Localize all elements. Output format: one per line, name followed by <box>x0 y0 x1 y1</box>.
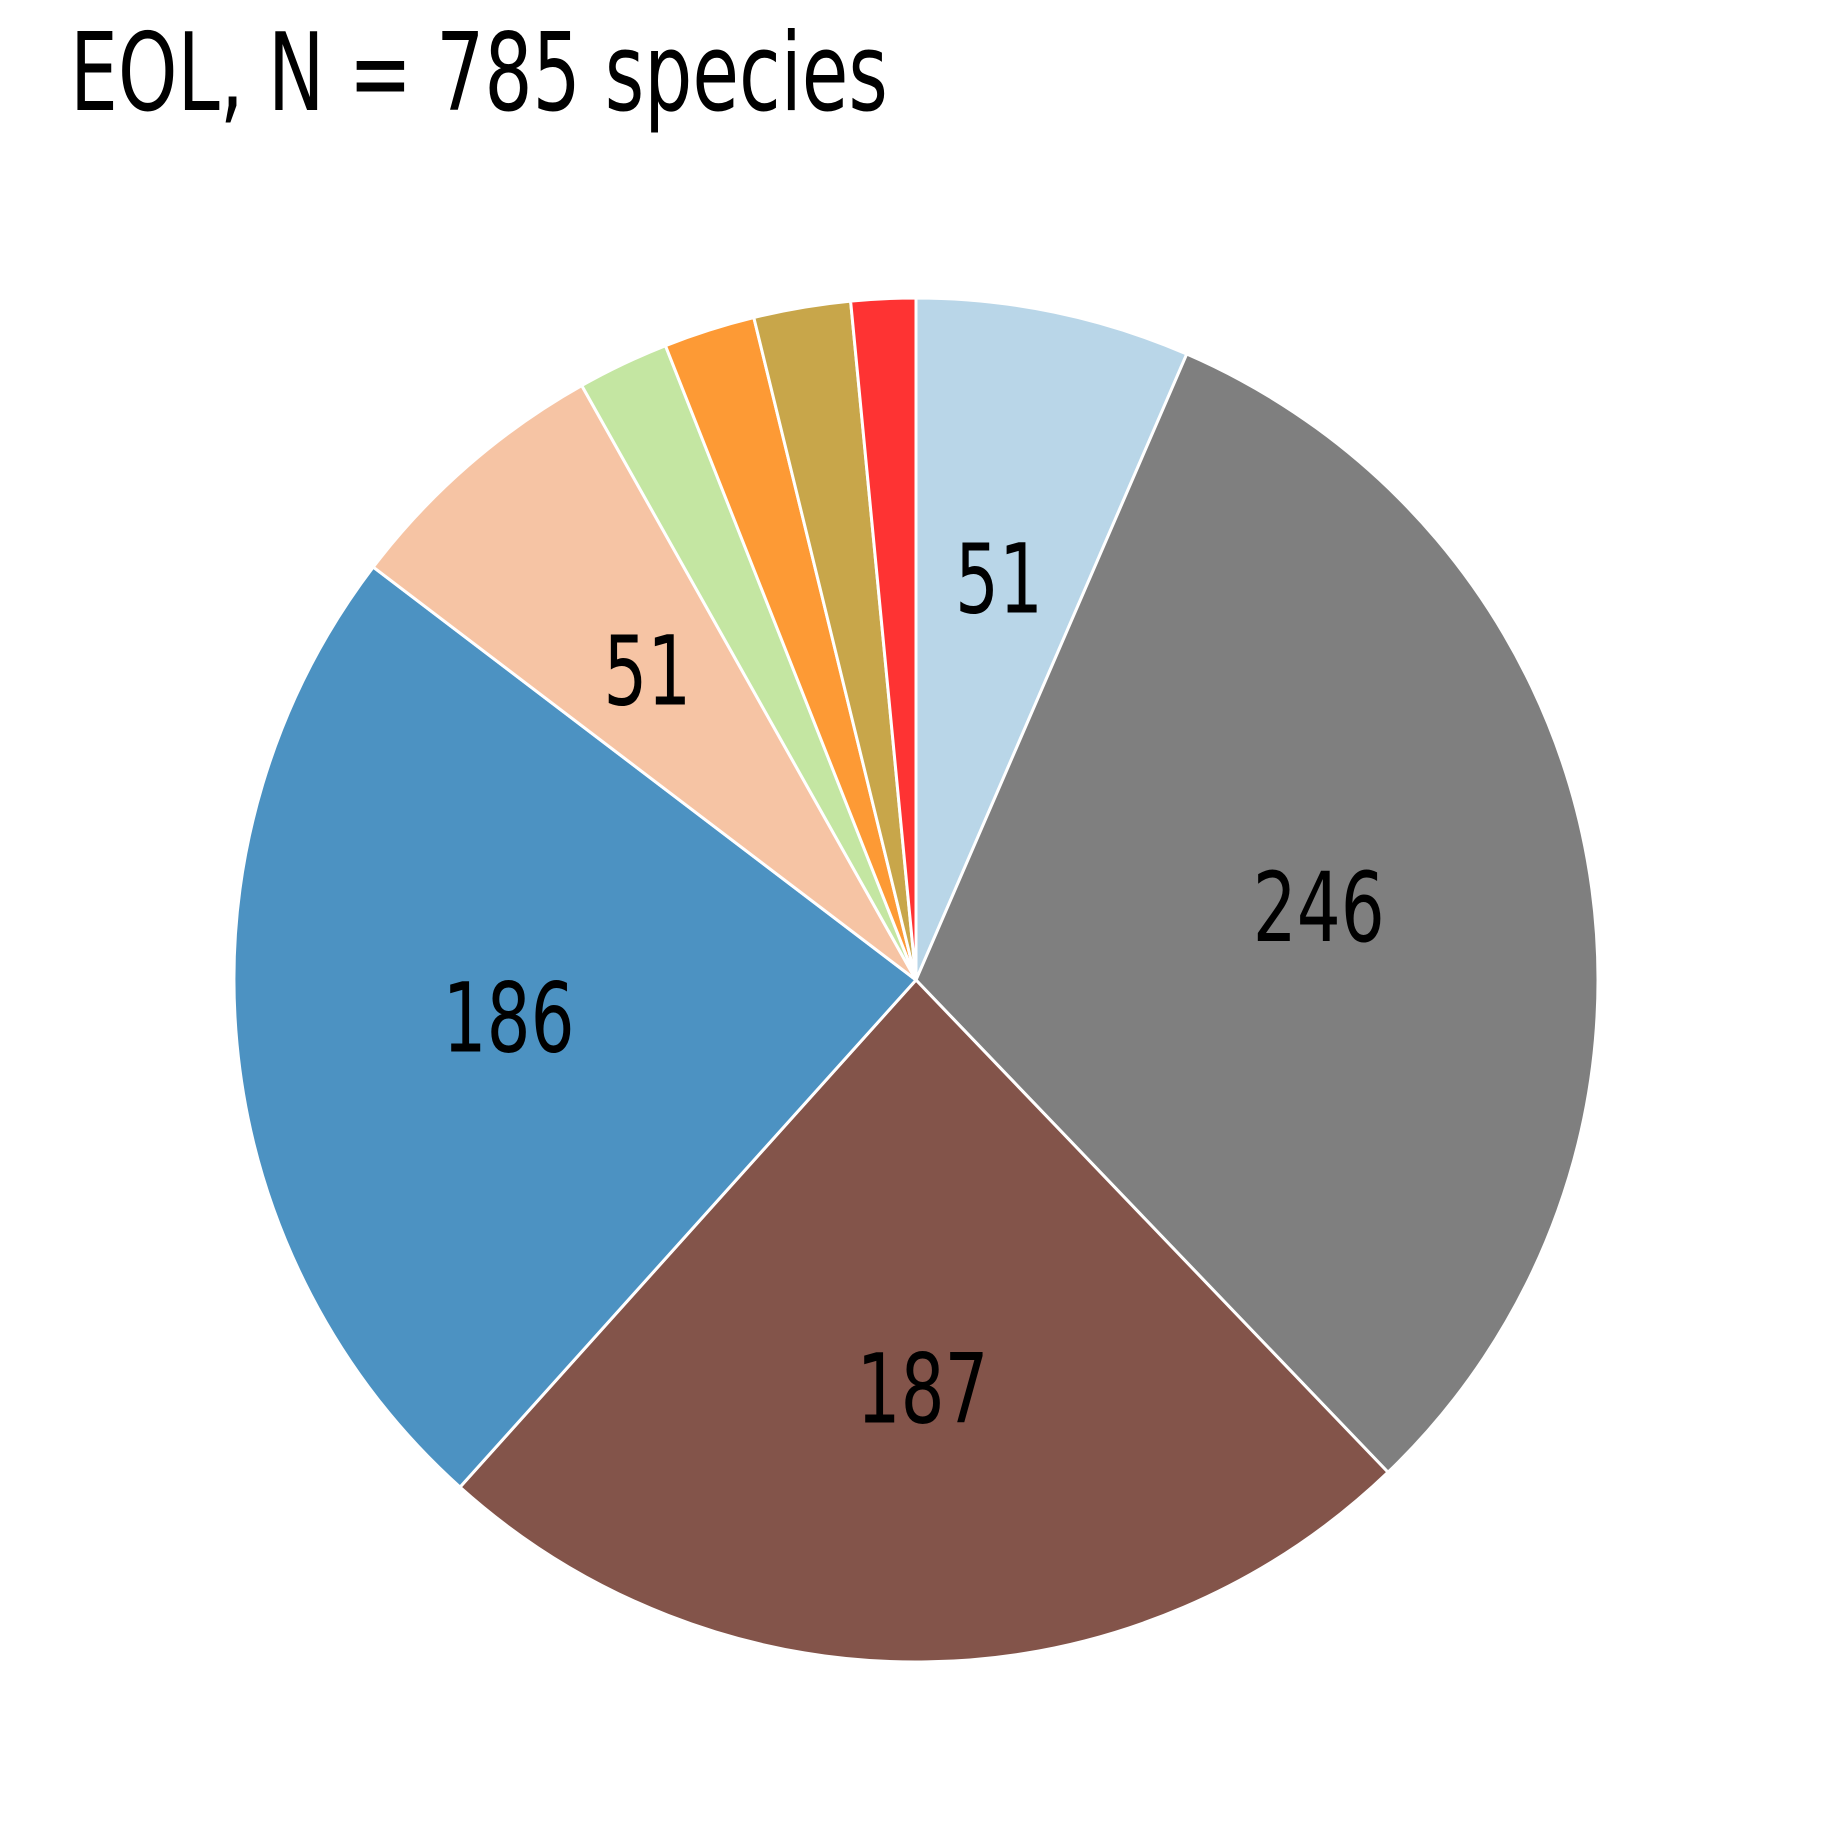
pie-slice-0 <box>914 296 1189 982</box>
pie-slice-label-4: 51 <box>603 615 691 727</box>
pie-slice-label-3: 186 <box>443 962 575 1074</box>
pie-slice-1 <box>914 352 1600 1474</box>
pie-slice-3 <box>232 565 918 1489</box>
pie-slice-8 <box>849 296 918 982</box>
pie-slice-label-1: 246 <box>1253 851 1385 963</box>
pie-slice-4 <box>371 384 918 982</box>
pie-slice-2 <box>458 978 1390 1664</box>
chart-title: EOL, N = 785 species <box>70 10 888 136</box>
pie-slices <box>232 296 1600 1664</box>
pie-slice-label-2: 187 <box>857 1333 989 1445</box>
pie-labels: 51 246 187 186 51 <box>443 523 1385 1445</box>
pie-slice-label-0: 51 <box>955 523 1043 635</box>
